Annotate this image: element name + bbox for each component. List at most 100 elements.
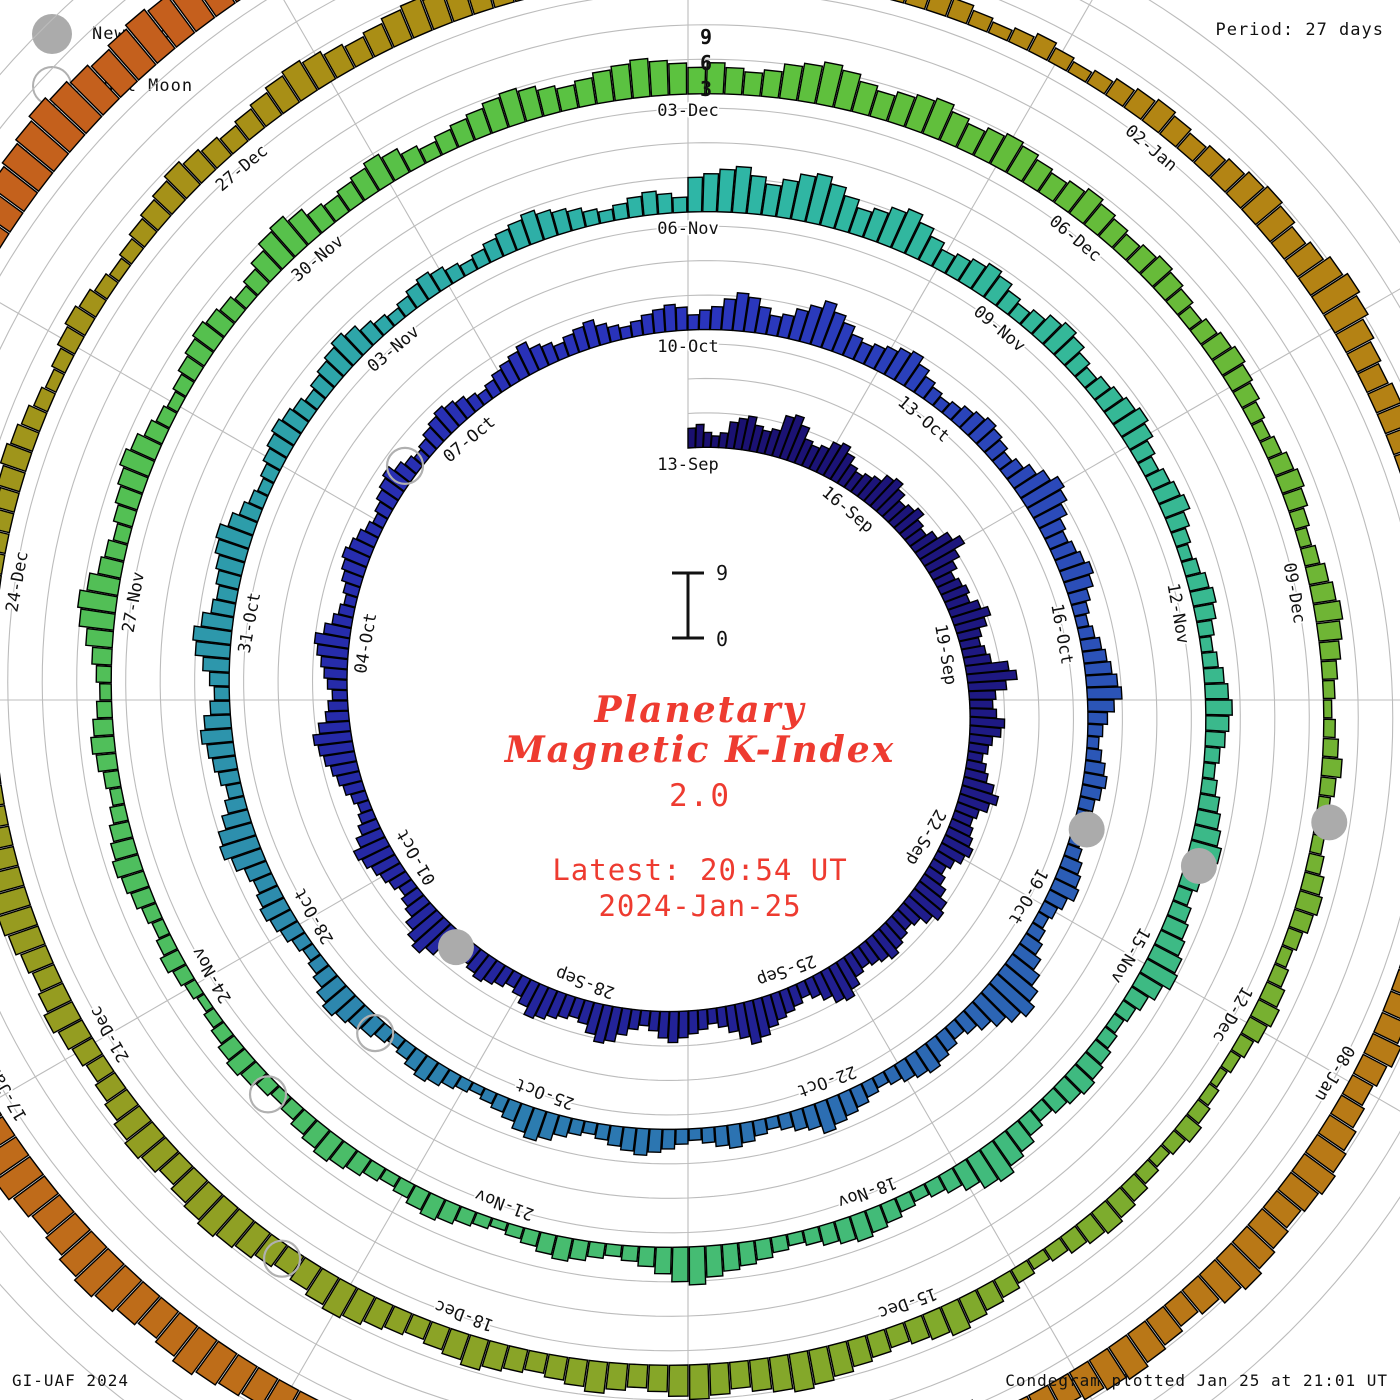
kp-bar — [0, 1155, 45, 1201]
kp-bar — [812, 970, 833, 1002]
grid-spoke-5 — [838, 960, 1093, 1400]
kp-bar — [363, 1296, 395, 1331]
kp-bar — [1010, 1259, 1036, 1284]
kp-bar — [975, 427, 1003, 453]
kp-bar — [1070, 601, 1090, 617]
kp-bar — [848, 206, 873, 238]
kp-bar — [262, 447, 288, 471]
kp-bar — [111, 853, 144, 879]
kp-bar — [1026, 488, 1068, 519]
kp-bar — [1288, 507, 1311, 531]
kp-bar — [667, 1364, 689, 1398]
kp-bar — [979, 1139, 1015, 1183]
kp-bar — [883, 347, 912, 381]
kp-bar — [517, 978, 541, 1008]
current-k-index-value: 2.0 — [669, 778, 731, 814]
kp-bar — [1158, 115, 1192, 148]
kp-bar — [875, 488, 906, 518]
kp-bar — [195, 1340, 238, 1386]
kp-bar — [183, 1180, 224, 1221]
kp-bar — [1042, 321, 1078, 356]
kp-bar — [740, 415, 758, 452]
kp-bar — [1329, 1094, 1366, 1129]
kp-bar — [936, 577, 964, 596]
kp-bar — [1086, 699, 1116, 713]
kp-bar — [1177, 305, 1203, 331]
kp-bar — [511, 974, 532, 998]
kp-bar — [492, 0, 515, 9]
date-label: 12-Nov — [1162, 582, 1192, 646]
kp-bar — [777, 1111, 795, 1131]
kp-bar — [436, 1199, 462, 1225]
kp-bar — [343, 593, 359, 609]
kp-bar — [507, 350, 530, 382]
grid-spoke-8 — [0, 864, 402, 1098]
kp-bar — [215, 584, 240, 604]
kp-bar — [234, 1220, 272, 1259]
kp-bar — [1076, 625, 1096, 641]
kp-bar — [1376, 404, 1400, 435]
kp-bar — [687, 66, 707, 95]
kp-bar — [1146, 943, 1183, 974]
kp-bar — [321, 985, 357, 1017]
kp-bar — [44, 368, 66, 394]
kp-bar — [1274, 468, 1305, 495]
kp-bar — [0, 531, 10, 555]
kp-bar — [902, 894, 934, 925]
kp-bar — [1194, 808, 1222, 831]
kp-bar — [1086, 735, 1100, 750]
kp-bar — [1067, 587, 1092, 606]
date-label: 06-Nov — [657, 219, 718, 239]
kp-bar — [459, 1334, 490, 1371]
kp-bar — [819, 183, 848, 230]
kp-bar — [1075, 1212, 1106, 1245]
kp-bar — [1363, 1032, 1400, 1069]
kp-bar — [1267, 451, 1295, 477]
kp-bar — [356, 799, 373, 814]
kp-bar — [1063, 843, 1083, 862]
kp-bar — [1112, 407, 1149, 438]
kp-bar — [1120, 1172, 1149, 1203]
kp-bar — [790, 173, 817, 223]
kp-bar — [529, 343, 550, 371]
kp-bar — [1083, 203, 1117, 237]
kp-bar — [909, 530, 939, 554]
kp-turn-4 — [0, 0, 1344, 1400]
kp-bar — [327, 700, 349, 712]
kp-bar — [1068, 187, 1104, 225]
kp-bar — [170, 1166, 209, 1204]
kp-bar — [415, 271, 441, 301]
kp-bar — [909, 1183, 930, 1203]
kp-bar — [954, 801, 980, 820]
kp-bar — [1200, 331, 1233, 361]
kp-bar — [802, 1225, 823, 1247]
kp-bar — [728, 1359, 752, 1390]
kp-bar — [0, 486, 20, 513]
kp-bar — [831, 321, 856, 356]
kp-bar — [313, 631, 351, 650]
kp-bar — [787, 983, 804, 1008]
plotted-timestamp: Condegram plotted Jan 25 at 21:01 UT — [1005, 1371, 1388, 1390]
kp-bar — [795, 979, 811, 1000]
kp-bar — [234, 0, 241, 3]
kp-bar — [1202, 666, 1225, 684]
kp-bar — [220, 808, 253, 830]
kp-bar — [1315, 620, 1343, 642]
kp-bar — [540, 341, 560, 366]
kp-bar — [417, 437, 438, 458]
kp-bar — [71, 1036, 104, 1067]
kp-bar — [45, 1212, 92, 1256]
kp-bar — [814, 1098, 837, 1135]
kp-bar — [768, 1353, 794, 1393]
kp-bar — [893, 507, 925, 535]
kp-bar — [987, 21, 1014, 42]
kp-bar — [983, 275, 1013, 307]
kp-bar — [116, 1280, 161, 1326]
kp-bar — [960, 644, 987, 659]
kp-bar — [1291, 1152, 1337, 1196]
kp-bar — [1043, 1236, 1069, 1263]
kp-bar — [328, 1140, 358, 1170]
kp-bar — [913, 880, 948, 912]
kp-bar — [1079, 636, 1103, 652]
kp-bar — [0, 226, 10, 250]
